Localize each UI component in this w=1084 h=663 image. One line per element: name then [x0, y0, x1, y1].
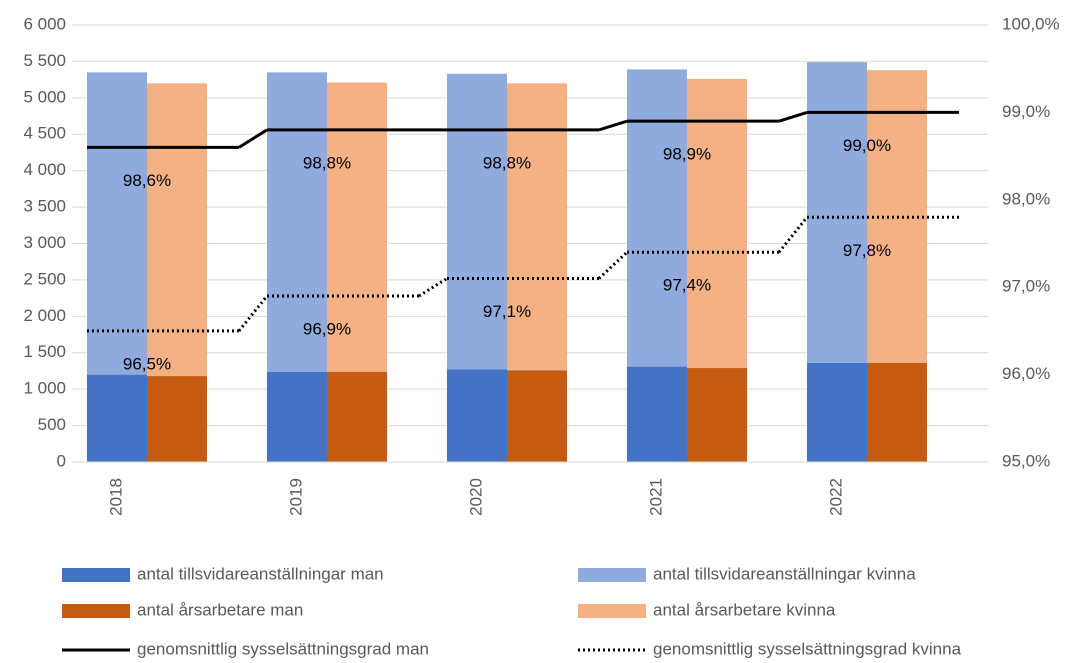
legend-swatch: [578, 568, 646, 582]
legend-swatch: [62, 604, 130, 618]
y-tick-label: 2 000: [23, 306, 66, 325]
line-connector: [598, 119, 628, 132]
x-tick-label: 2018: [106, 478, 125, 516]
data-label: 98,6%: [123, 171, 171, 190]
data-label: 96,5%: [123, 354, 171, 373]
bar: [267, 371, 327, 462]
x-tick-label: 2022: [826, 478, 845, 516]
bar: [807, 362, 867, 462]
data-label: 98,9%: [663, 145, 711, 164]
data-label: 97,1%: [483, 302, 531, 321]
y2-tick-label: 98,0%: [1002, 189, 1050, 208]
line-connector: [777, 216, 809, 254]
y-tick-label: 0: [57, 451, 66, 470]
legend-swatch: [62, 568, 130, 582]
x-tick-label: 2021: [646, 478, 665, 516]
y2-tick-label: 97,0%: [1002, 277, 1050, 296]
bar: [627, 366, 687, 462]
y2-tick-label: 96,0%: [1002, 364, 1050, 383]
legend-label: antal tillsvidareanställningar man: [137, 564, 384, 583]
line-connector: [237, 295, 269, 332]
bar: [87, 374, 147, 462]
y-tick-label: 1 000: [23, 379, 66, 398]
legend-label: genomsnittlig sysselsättningsgrad man: [137, 639, 429, 658]
bar: [147, 376, 207, 462]
line-connector: [418, 277, 448, 298]
y-tick-label: 2 500: [23, 269, 66, 288]
bar: [687, 368, 747, 462]
x-tick-label: 2019: [286, 478, 305, 516]
y-tick-label: 3 500: [23, 197, 66, 216]
data-label: 99,0%: [843, 136, 891, 155]
legend-label: antal årsarbetare man: [137, 600, 303, 619]
bar: [807, 62, 867, 363]
y-tick-label: 4 000: [23, 160, 66, 179]
bar: [447, 73, 507, 370]
line-connector: [238, 128, 268, 149]
y-tick-label: 5 000: [23, 87, 66, 106]
y2-tick-label: 100,0%: [1002, 14, 1060, 33]
legend-label: antal årsarbetare kvinna: [653, 600, 836, 619]
y-tick-label: 6 000: [23, 14, 66, 33]
bar: [87, 72, 147, 375]
y-tick-label: 500: [38, 415, 66, 434]
data-label: 97,4%: [663, 276, 711, 295]
bar: [147, 83, 207, 377]
legend-swatch: [578, 604, 646, 618]
bar: [507, 83, 567, 371]
y-tick-label: 3 000: [23, 233, 66, 252]
x-tick-label: 2020: [466, 478, 485, 516]
bar: [627, 69, 687, 367]
data-label: 96,9%: [303, 319, 351, 338]
y2-tick-label: 99,0%: [1002, 102, 1050, 121]
legend-label: antal tillsvidareanställningar kvinna: [653, 564, 916, 583]
data-label: 97,8%: [843, 241, 891, 260]
bar: [267, 72, 327, 372]
data-label: 98,8%: [483, 153, 531, 172]
bar: [507, 370, 567, 462]
line-connector: [778, 110, 808, 123]
y-tick-label: 5 500: [23, 51, 66, 70]
bar: [867, 362, 927, 462]
y-tick-label: 1 500: [23, 342, 66, 361]
y-tick-label: 4 500: [23, 124, 66, 143]
line-connector: [597, 251, 629, 280]
data-label: 98,8%: [303, 153, 351, 172]
y2-tick-label: 95,0%: [1002, 451, 1050, 470]
bar: [327, 371, 387, 462]
bar: [447, 369, 507, 462]
legend-label: genomsnittlig sysselsättningsgrad kvinna: [653, 639, 962, 658]
bar: [687, 78, 747, 369]
